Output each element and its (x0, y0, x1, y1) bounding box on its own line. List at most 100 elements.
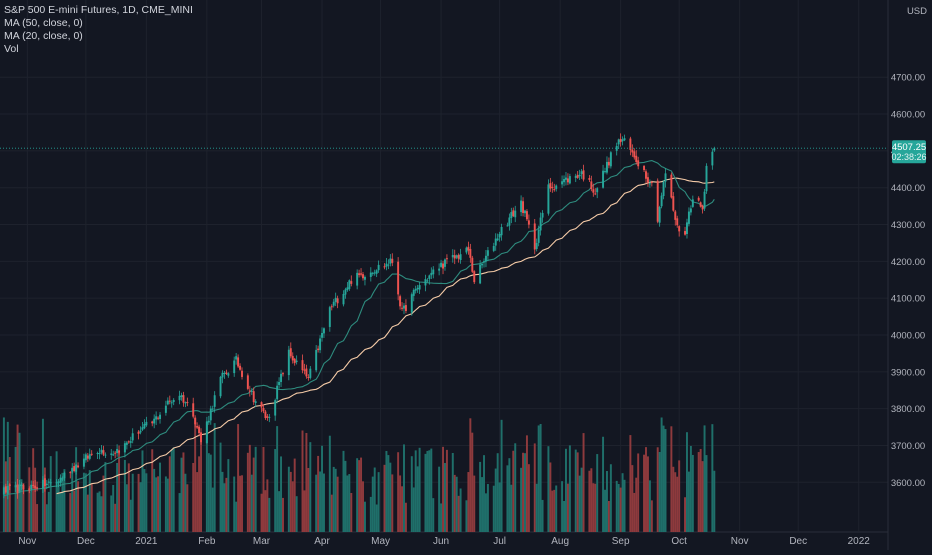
volume-bar (566, 483, 569, 532)
volume-bar (397, 452, 400, 532)
volume-bar (90, 484, 93, 532)
candle-body (633, 151, 636, 158)
candle-body (317, 348, 320, 351)
volume-bar (227, 459, 230, 532)
candle-body (319, 338, 322, 351)
candle-body (631, 149, 634, 153)
candle-body (266, 416, 269, 418)
volume-bar (246, 452, 249, 532)
volume-bar (424, 453, 427, 532)
volume-bar (127, 463, 130, 532)
volume-bar (346, 475, 349, 532)
candle-body (713, 148, 716, 151)
volume-bar (453, 474, 456, 532)
volume-bar (4, 461, 7, 532)
volume-legend-label[interactable]: Vol (4, 43, 19, 55)
candle-body (484, 255, 487, 262)
volume-bar (194, 418, 197, 532)
volume-bar (658, 451, 661, 532)
candle-body (549, 183, 552, 189)
volume-bar (467, 472, 470, 532)
volume-bar (535, 483, 538, 532)
candle-body (194, 417, 197, 425)
volume-bar (426, 450, 429, 532)
time-axis[interactable]: Nov Dec 2021 Feb Mar Apr May Jun Jul Aug Sep Oct Nov… (18, 536, 870, 547)
candle-body (18, 484, 21, 492)
volume-bar (512, 450, 515, 532)
volume-bar (73, 490, 76, 532)
volume-bar (457, 495, 460, 532)
candle-body (646, 177, 649, 183)
volume-bar (100, 496, 103, 532)
volume-bar (539, 423, 542, 532)
candle-body (71, 467, 74, 472)
candle-body (467, 246, 470, 251)
candle-body (198, 426, 201, 434)
volume-bar (102, 475, 105, 532)
ma20-path (3, 160, 715, 497)
volume-bar (483, 455, 485, 532)
volume-bar (41, 418, 44, 532)
volume-bar (233, 476, 236, 532)
volume-bar (713, 470, 716, 532)
volume-bar (153, 468, 156, 532)
ma50-legend-label[interactable]: MA (50, close, 0) (4, 17, 83, 29)
candle-body (41, 479, 44, 489)
candle-body (151, 421, 154, 424)
volume-bar (61, 472, 64, 532)
candle-body (282, 373, 284, 375)
volume-bar (621, 473, 624, 532)
candle-body (592, 189, 595, 193)
candle-body (155, 416, 158, 420)
volume-bar (360, 457, 363, 532)
candle-body (563, 179, 566, 183)
candle-body (4, 486, 7, 493)
volume-bar (473, 475, 476, 532)
candle-body (237, 357, 240, 367)
candle-body (305, 368, 308, 377)
volume-bar (293, 458, 296, 532)
last-price-label: 4507.25 02:38:26 (891, 140, 927, 164)
volume-bar (252, 457, 255, 532)
candle-body (629, 138, 632, 150)
price-axis[interactable]: 3600.00 3700.00 3800.00 3900.00 4000.00 4100.… (891, 73, 925, 489)
candle-body (691, 199, 694, 207)
candle-body (137, 431, 140, 434)
volume-bar (592, 483, 595, 532)
time-tick-label: Sep (612, 536, 630, 547)
candle-body (524, 210, 526, 214)
candle-body (492, 245, 495, 251)
volume-bar (131, 473, 134, 532)
candle-body (110, 453, 113, 455)
candle-body (424, 279, 427, 286)
volume-bar (404, 502, 407, 532)
price-tick-label: 3700.00 (891, 441, 925, 452)
volume-bar (274, 449, 277, 532)
candle-body (676, 218, 679, 226)
ma20-legend-label[interactable]: MA (20, close, 0) (4, 30, 83, 42)
volume-bar (332, 466, 335, 532)
price-tick-label: 4200.00 (891, 257, 925, 268)
volume-bar (629, 435, 632, 532)
candle-body (186, 402, 189, 404)
candle-body (578, 174, 581, 177)
candle-body (426, 280, 429, 282)
candle-body (403, 305, 405, 309)
candle-body (473, 271, 476, 283)
symbol-title[interactable]: S&P 500 E-mini Futures, 1D, CME_MINI (4, 4, 193, 16)
volume-bar (391, 474, 394, 532)
candle-body (100, 449, 103, 453)
volume-bar (537, 425, 540, 532)
volume-bar (166, 478, 169, 532)
volume-bar (356, 458, 359, 532)
volume-bar (112, 484, 115, 532)
volume-bars (2, 417, 716, 532)
candle-body (391, 258, 394, 263)
volume-bar (287, 466, 290, 532)
volume-bar (442, 446, 444, 532)
time-tick-label: Nov (18, 536, 36, 547)
candle-body (139, 430, 142, 433)
volume-bar (580, 467, 583, 532)
